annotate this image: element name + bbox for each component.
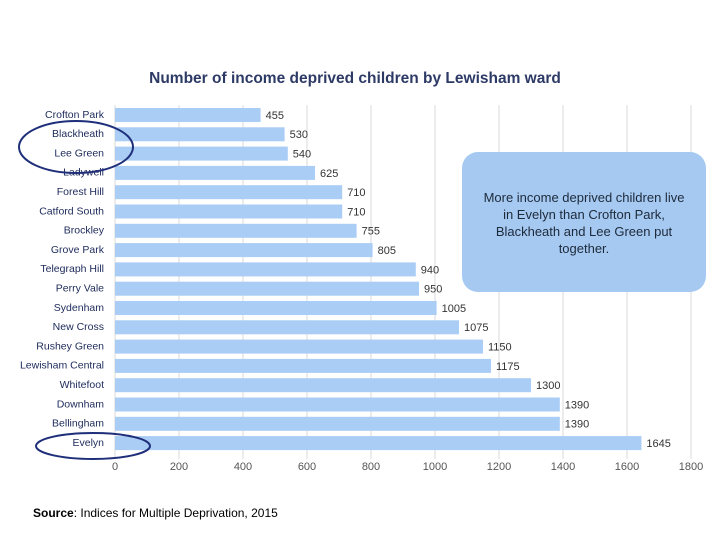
y-tick-label: Perry Vale	[56, 282, 104, 294]
y-tick-label: Lewisham Central	[20, 360, 104, 372]
highlight-ellipse	[18, 120, 134, 174]
data-label: 940	[421, 264, 439, 276]
bar	[115, 185, 343, 200]
y-tick-label: Downham	[57, 398, 105, 410]
data-label: 710	[347, 187, 365, 199]
data-label: 1390	[565, 399, 589, 411]
data-label: 950	[424, 284, 442, 296]
x-tick-label: 1400	[551, 461, 575, 473]
data-label: 530	[290, 129, 308, 141]
data-label: 1150	[488, 342, 512, 354]
source-label: Source	[33, 506, 74, 520]
y-tick-label: Brockley	[64, 225, 105, 237]
x-tick-label: 400	[234, 461, 252, 473]
source: Source: Indices for Multiple Deprivation…	[33, 506, 278, 520]
bar	[115, 301, 437, 315]
y-tick-label: Lee Green	[54, 147, 104, 159]
bar	[115, 320, 459, 335]
chart-title: Number of income deprived children by Le…	[149, 70, 561, 87]
x-tick-label: 200	[170, 461, 188, 473]
bar	[115, 127, 285, 142]
bar	[115, 262, 416, 277]
y-tick-label: Catford South	[39, 205, 104, 217]
bar	[115, 358, 491, 373]
y-tick-label: Telegraph Hill	[40, 263, 104, 275]
x-tick-label: 1600	[615, 461, 639, 473]
y-tick-label: New Cross	[53, 321, 104, 333]
data-label: 540	[293, 149, 311, 161]
data-label: 1300	[536, 380, 560, 392]
source-text: : Indices for Multiple Deprivation, 2015	[73, 506, 278, 520]
bar	[115, 223, 357, 238]
x-tick-label: 1800	[679, 461, 703, 473]
x-tick-label: 1200	[487, 461, 511, 473]
y-tick-label: Rushey Green	[36, 340, 104, 352]
bar	[115, 204, 343, 219]
y-tick-label: Bellingham	[52, 418, 104, 430]
x-tick-label: 0	[112, 461, 118, 473]
bar	[115, 436, 642, 451]
highlight-ellipse	[35, 432, 151, 460]
data-label: 805	[378, 245, 396, 257]
bar	[115, 339, 483, 354]
bar	[115, 165, 315, 180]
bar	[115, 243, 373, 258]
x-tick-label: 800	[362, 461, 380, 473]
bar	[115, 108, 261, 122]
x-tick-label: 600	[298, 461, 316, 473]
bar	[115, 146, 288, 161]
bar	[115, 378, 531, 393]
data-label: 710	[347, 206, 365, 218]
y-tick-label: Evelyn	[72, 437, 104, 449]
y-tick-label: Whitefoot	[60, 379, 104, 391]
data-label: 1390	[565, 419, 589, 431]
annotation: More income deprived children live in Ev…	[462, 152, 706, 292]
data-label: 1645	[646, 438, 670, 450]
y-tick-label: Sydenham	[54, 302, 104, 314]
data-label: 755	[362, 226, 380, 238]
data-label: 625	[320, 168, 338, 180]
data-label: 1075	[464, 322, 488, 334]
y-tick-label: Grove Park	[51, 244, 105, 256]
bar	[115, 397, 560, 412]
y-tick-label: Crofton Park	[45, 109, 105, 121]
data-label: 1175	[496, 361, 520, 373]
data-label: 1005	[442, 303, 466, 315]
x-tick-label: 1000	[423, 461, 447, 473]
y-tick-label: Forest Hill	[57, 186, 104, 198]
bar	[115, 281, 419, 296]
y-tick-label: Blackheath	[52, 128, 104, 140]
data-label: 455	[266, 110, 284, 122]
bar	[115, 416, 560, 431]
